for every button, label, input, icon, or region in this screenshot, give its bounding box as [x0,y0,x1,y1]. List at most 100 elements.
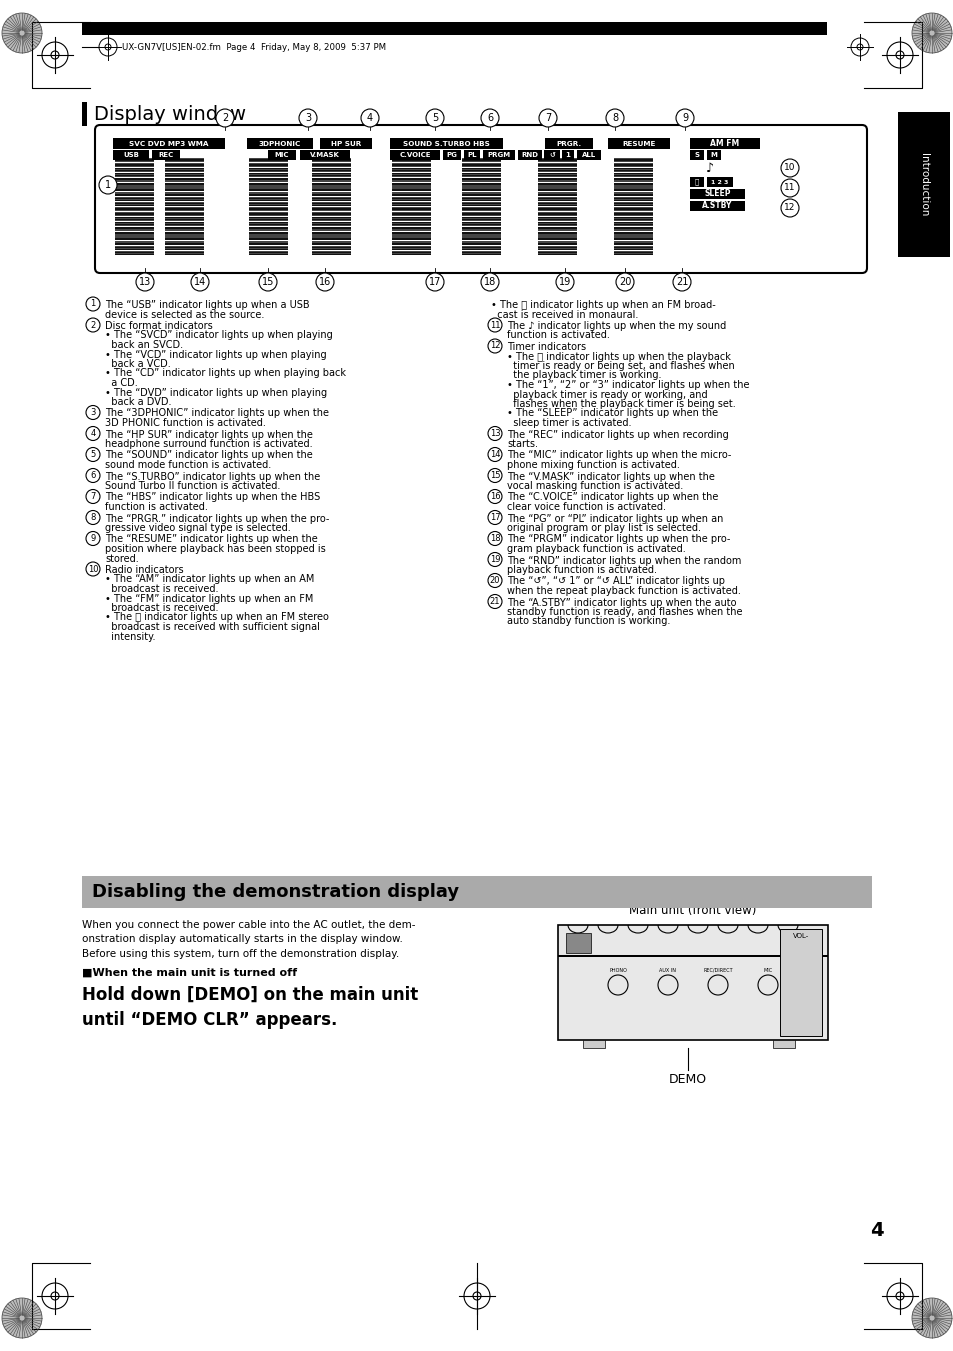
Circle shape [298,109,316,127]
Text: 8: 8 [91,513,95,521]
Circle shape [616,273,634,290]
Circle shape [911,1298,951,1337]
Text: 21: 21 [489,597,499,607]
Text: broadcast is received with sufficient signal: broadcast is received with sufficient si… [105,621,319,632]
Circle shape [191,273,209,290]
Text: standby function is ready, and flashes when the: standby function is ready, and flashes w… [506,607,741,617]
Text: phone mixing function is activated.: phone mixing function is activated. [506,459,679,470]
Text: 21: 21 [675,277,687,286]
Text: SVC DVD MP3 WMA: SVC DVD MP3 WMA [129,141,209,146]
Bar [706,150,720,159]
Text: The “A.STBY” indicator lights up when the auto: The “A.STBY” indicator lights up when th… [506,597,736,608]
Circle shape [488,427,501,440]
Text: cast is received in monaural.: cast is received in monaural. [491,309,638,319]
Text: 11: 11 [489,320,499,330]
Text: 12: 12 [783,204,795,212]
Circle shape [136,273,153,290]
Text: A.STBY: A.STBY [701,201,732,211]
Text: PL: PL [467,153,476,158]
Text: USB: USB [123,153,139,158]
Text: • The “SLEEP” indicator lights up when the: • The “SLEEP” indicator lights up when t… [506,408,718,419]
Text: • The “SVCD” indicator lights up when playing: • The “SVCD” indicator lights up when pl… [105,331,333,340]
Text: 1: 1 [105,180,111,190]
Circle shape [781,178,799,197]
Text: The “RESUME” indicator lights up when the: The “RESUME” indicator lights up when th… [105,535,317,544]
Text: The “PG” or “PL” indicator lights up when an: The “PG” or “PL” indicator lights up whe… [506,513,722,523]
Circle shape [488,339,501,353]
Bar [268,150,295,159]
Text: 9: 9 [681,113,687,123]
Text: clear voice function is activated.: clear voice function is activated. [506,503,665,512]
Bar [561,150,574,159]
Text: ⏰: ⏰ [694,178,699,185]
Text: 18: 18 [483,277,496,286]
Text: vocal masking function is activated.: vocal masking function is activated. [506,481,682,490]
Text: The “↺”, “↺ 1” or “↺ ALL” indicator lights up: The “↺”, “↺ 1” or “↺ ALL” indicator ligh… [506,577,724,586]
Circle shape [2,14,42,53]
Bar [565,934,590,952]
Circle shape [488,511,501,524]
Text: 20: 20 [618,277,631,286]
Text: Radio indicators: Radio indicators [105,565,183,576]
Text: 2: 2 [222,113,228,123]
Text: the playback timer is working.: the playback timer is working. [506,370,660,381]
Circle shape [480,273,498,290]
Text: C.VOICE: C.VOICE [399,153,431,158]
Bar [772,1040,794,1048]
Text: Main unit (front view): Main unit (front view) [629,904,756,917]
Text: 6: 6 [91,471,95,480]
Text: 10: 10 [783,163,795,173]
Circle shape [488,574,501,588]
Circle shape [86,405,100,420]
Text: 13: 13 [489,430,499,438]
Text: SLEEP: SLEEP [703,189,730,199]
Bar [112,138,225,149]
Circle shape [480,109,498,127]
Text: 14: 14 [193,277,206,286]
Text: UX-GN7V[US]EN-02.fm  Page 4  Friday, May 8, 2009  5:37 PM: UX-GN7V[US]EN-02.fm Page 4 Friday, May 8… [122,42,386,51]
Text: original program or play list is selected.: original program or play list is selecte… [506,523,700,534]
Text: back a VCD.: back a VCD. [105,359,171,369]
Text: timer is ready or being set, and flashes when: timer is ready or being set, and flashes… [506,361,734,372]
Text: RND: RND [521,153,537,158]
Circle shape [488,489,501,504]
Text: When you connect the power cable into the AC outlet, the dem-
onstration display: When you connect the power cable into th… [82,920,416,959]
Text: 3: 3 [305,113,311,123]
Text: PG: PG [446,153,456,158]
Text: sleep timer is activated.: sleep timer is activated. [506,417,631,428]
Bar [897,112,949,257]
Text: intensity.: intensity. [105,631,155,642]
Bar [544,138,593,149]
Bar [247,138,313,149]
Text: function is activated.: function is activated. [506,331,609,340]
Circle shape [215,109,233,127]
Circle shape [488,531,501,546]
Text: AM FM: AM FM [710,139,739,149]
Circle shape [911,14,951,53]
Text: Display window: Display window [94,104,246,123]
Text: REC/DIRECT: REC/DIRECT [702,969,732,973]
Text: HP SUR: HP SUR [331,141,361,146]
Text: The “SOUND” indicator lights up when the: The “SOUND” indicator lights up when the [105,450,313,461]
Bar [689,189,744,199]
Text: • The ⓜ indicator lights up when an FM broad-: • The ⓜ indicator lights up when an FM b… [491,300,715,309]
Circle shape [86,427,100,440]
Bar [82,875,871,908]
Circle shape [86,297,100,311]
Circle shape [315,273,334,290]
Text: 13: 13 [139,277,151,286]
Text: The “REC” indicator lights up when recording: The “REC” indicator lights up when recor… [506,430,728,439]
Text: 4: 4 [367,113,373,123]
Text: • The “FM” indicator lights up when an FM: • The “FM” indicator lights up when an F… [105,593,313,604]
Circle shape [360,109,378,127]
Text: The ♪ indicator lights up when the my sound: The ♪ indicator lights up when the my so… [506,322,725,331]
Circle shape [426,273,443,290]
Text: 17: 17 [489,513,499,521]
Bar [558,955,827,957]
Text: 9: 9 [91,534,95,543]
Bar [780,929,821,1036]
Text: 4: 4 [869,1220,882,1239]
Text: 19: 19 [489,555,499,563]
Text: 1 2 3: 1 2 3 [711,180,728,185]
Bar [299,150,350,159]
